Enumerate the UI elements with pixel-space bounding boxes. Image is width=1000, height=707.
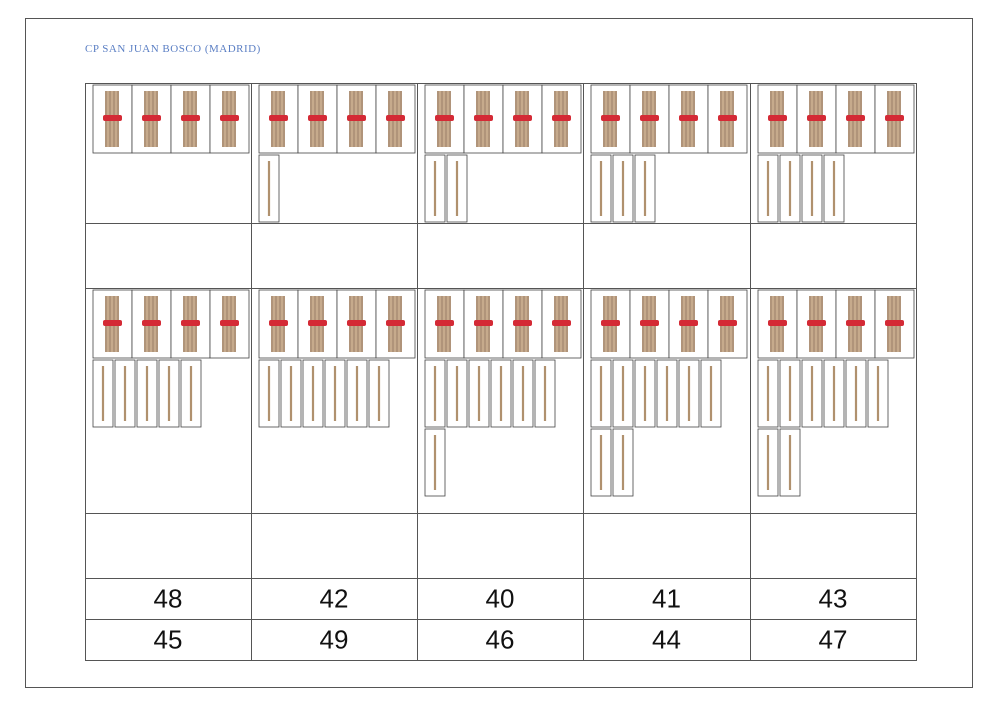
- bundle-band: [181, 320, 200, 326]
- table-cell: [251, 223, 418, 289]
- number: 49: [320, 624, 349, 654]
- bundle-band: [768, 320, 787, 326]
- table-cell: [750, 619, 917, 661]
- bundle-band: [181, 115, 200, 121]
- bundle-band: [768, 115, 787, 121]
- table-cell: [417, 513, 584, 579]
- bundle-band: [435, 320, 454, 326]
- bundle-band: [435, 115, 454, 121]
- bundle-band: [142, 115, 161, 121]
- bundle-band: [386, 320, 405, 326]
- bundle-band: [846, 320, 865, 326]
- table-cell: [750, 223, 917, 289]
- bundle-band: [474, 320, 493, 326]
- number: 42: [320, 583, 349, 613]
- bundle-band: [103, 320, 122, 326]
- bundle-band: [269, 320, 288, 326]
- bundle-band: [601, 320, 620, 326]
- bundle-band: [846, 115, 865, 121]
- table: 48 42 40 41 43 45 49 46 44 47: [85, 83, 917, 661]
- bundle-band: [142, 320, 161, 326]
- header-title: CP SAN JUAN BOSCO (MADRID): [85, 43, 261, 55]
- bundle-band: [552, 320, 571, 326]
- bundle-band: [220, 320, 239, 326]
- table-cell: [583, 223, 751, 289]
- bundle-band: [513, 115, 532, 121]
- bundle-band: [347, 320, 366, 326]
- page-border: [25, 18, 973, 688]
- bundle-band: [640, 320, 659, 326]
- bundle-band: [718, 320, 737, 326]
- number: 41: [652, 583, 681, 613]
- bundle-band: [718, 115, 737, 121]
- bundle-band: [601, 115, 620, 121]
- table-cell: [417, 223, 584, 289]
- bundle-band: [807, 115, 826, 121]
- bundle-band: [308, 320, 327, 326]
- number: 43: [819, 583, 848, 613]
- bundle-band: [885, 115, 904, 121]
- bundle-band: [308, 115, 327, 121]
- bundle-band: [386, 115, 405, 121]
- bundle-band: [220, 115, 239, 121]
- bundle-band: [679, 115, 698, 121]
- number: 45: [154, 624, 183, 654]
- bundle-band: [103, 115, 122, 121]
- number: 48: [154, 583, 183, 613]
- bundle-band: [347, 115, 366, 121]
- bundle-band: [807, 320, 826, 326]
- number: 44: [652, 624, 681, 654]
- number: 46: [486, 624, 515, 654]
- bundle-band: [640, 115, 659, 121]
- table-cell: [583, 513, 751, 579]
- number: 47: [819, 624, 848, 654]
- table-cell: [85, 513, 252, 579]
- bundle-band: [679, 320, 698, 326]
- number: 40: [486, 583, 515, 613]
- bundle-band: [474, 115, 493, 121]
- bundle-band: [513, 320, 532, 326]
- table-cell: [251, 513, 418, 579]
- bundle-band: [269, 115, 288, 121]
- table-cell: [750, 513, 917, 579]
- table-cell: [85, 223, 252, 289]
- bundle-band: [552, 115, 571, 121]
- bundle-band: [885, 320, 904, 326]
